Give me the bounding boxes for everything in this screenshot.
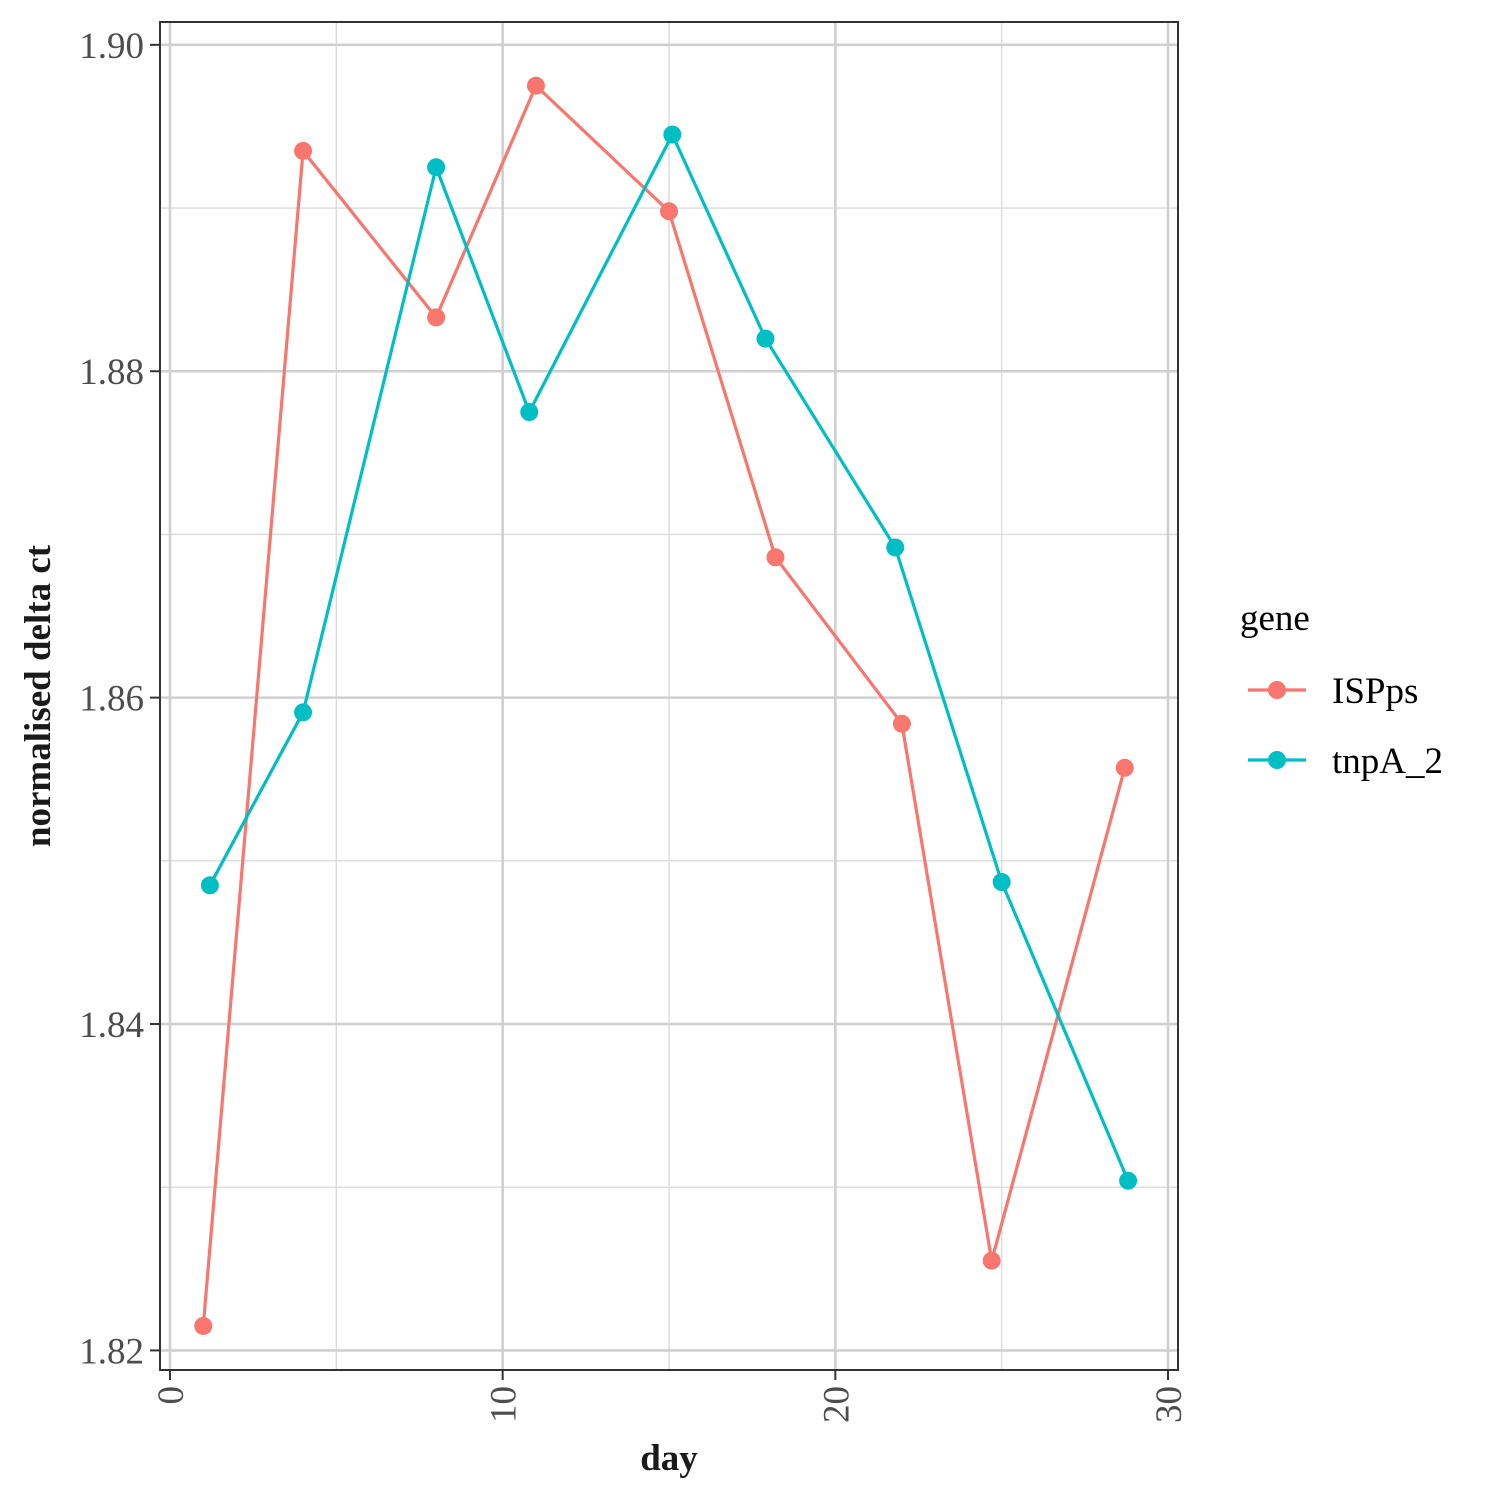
legend-key-point — [1268, 751, 1286, 769]
data-point — [660, 202, 678, 221]
data-point — [294, 141, 313, 160]
data-point — [982, 1251, 1001, 1270]
panel-border — [159, 21, 1179, 1371]
data-point — [992, 873, 1011, 892]
legend-entry-ISPps: ISPps — [1248, 671, 1418, 712]
series-lines — [194, 76, 1138, 1335]
data-point — [427, 308, 446, 327]
data-point — [294, 703, 313, 722]
data-point — [194, 1316, 213, 1335]
y-tick-label: 1.84 — [79, 1005, 144, 1046]
data-point — [1119, 1171, 1138, 1190]
y-tick-label: 1.90 — [79, 26, 144, 67]
data-point — [892, 714, 911, 733]
legend-label: tnpA_2 — [1332, 741, 1443, 782]
x-tick-label: 10 — [484, 1386, 525, 1423]
data-point — [886, 538, 905, 557]
axis-ticks: 1.82 1.84 1.86 1.88 1.90 0 10 20 30 — [79, 26, 1190, 1423]
y-tick-label: 1.82 — [79, 1331, 144, 1372]
data-point — [1115, 758, 1134, 777]
x-axis-title: day — [640, 1438, 698, 1479]
legend-title: gene — [1240, 598, 1310, 639]
legend-key-point — [1268, 681, 1286, 699]
data-point — [200, 876, 219, 895]
series-ISPps — [194, 76, 1134, 1335]
series-line — [201, 84, 1127, 1327]
data-point — [663, 125, 682, 144]
grid — [160, 22, 1178, 1370]
legend: gene ISPps tnpA_2 — [1240, 598, 1443, 782]
data-point — [520, 403, 539, 422]
legend-entries: ISPps tnpA_2 — [1248, 671, 1443, 782]
data-point — [427, 158, 446, 177]
y-tick-label: 1.88 — [79, 352, 144, 393]
x-tick-label: 30 — [1149, 1386, 1190, 1423]
legend-label: ISPps — [1332, 671, 1418, 712]
legend-entry-tnpA_2: tnpA_2 — [1248, 741, 1443, 782]
series-tnpA_2 — [200, 125, 1138, 1190]
y-axis-title: normalised delta ct — [18, 544, 59, 847]
x-tick-label: 20 — [816, 1386, 857, 1423]
data-point — [756, 329, 775, 348]
x-tick-label: 0 — [151, 1386, 192, 1405]
data-point — [766, 548, 785, 567]
data-point — [526, 76, 545, 95]
y-tick-label: 1.86 — [79, 679, 144, 720]
